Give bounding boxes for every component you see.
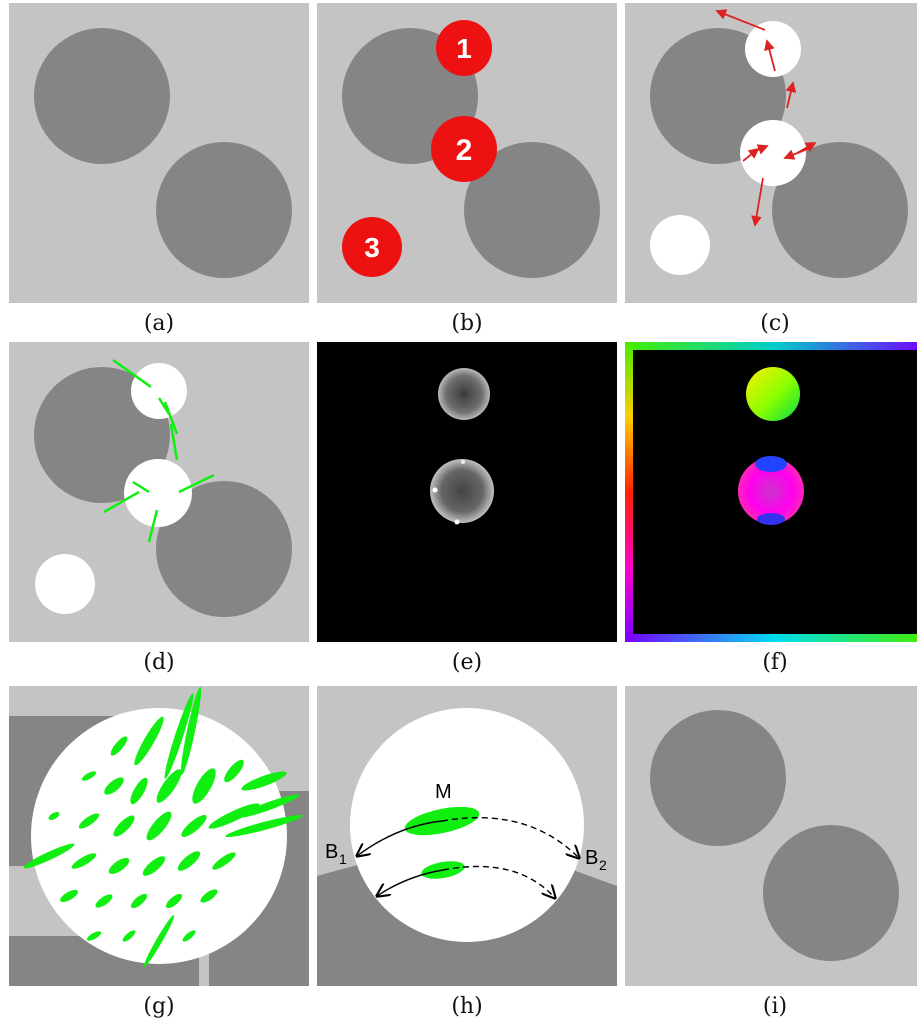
label-m: M	[435, 781, 452, 803]
gray-disc-2	[430, 459, 494, 523]
white-disc-2	[124, 459, 192, 527]
marker-3	[342, 217, 402, 277]
panel-c	[625, 3, 917, 303]
marker-1	[436, 20, 492, 76]
panel-g-image	[9, 686, 309, 986]
caption-c: (c)	[760, 311, 790, 336]
panel-g	[9, 686, 309, 986]
white-disc-zoom	[31, 708, 287, 964]
red-arrows	[715, 9, 817, 227]
caption-a: (a)	[143, 311, 175, 336]
dark-disc-2	[772, 142, 908, 278]
caption-g: (g)	[143, 994, 175, 1019]
dark-disc-2	[464, 142, 600, 278]
panel-f	[625, 342, 917, 642]
color-disc-2	[738, 458, 804, 524]
color-border-bottom	[625, 634, 917, 642]
bright-spot	[432, 487, 438, 493]
panel-c-image	[625, 3, 917, 303]
caption-i: (i)	[762, 994, 788, 1019]
panel-a-image	[9, 3, 309, 303]
marker-2-label: 2	[456, 134, 473, 167]
label-b2: B	[585, 847, 598, 869]
white-disc-2	[740, 120, 806, 186]
label-b1: B	[325, 841, 338, 863]
panel-e-image	[317, 342, 617, 642]
white-disc-1	[745, 21, 801, 77]
caption-d: (d)	[143, 650, 175, 675]
panel-b-image: 1 2 3	[317, 3, 617, 303]
caption-f: (f)	[762, 650, 788, 675]
dark-disc-2	[156, 481, 292, 617]
dark-disc-2	[156, 142, 292, 278]
panel-h: M B 1 B 2	[317, 686, 617, 986]
green-tensor-lines	[103, 358, 215, 543]
dark-disc-2	[763, 825, 899, 961]
panel-d	[9, 342, 309, 642]
marker-1-label: 1	[456, 33, 472, 64]
blue-patch	[757, 513, 785, 525]
gray-disc-1	[438, 368, 490, 420]
label-b2-sub: 2	[599, 857, 607, 873]
label-b1-sub: 1	[339, 851, 347, 867]
dark-disc-1	[34, 28, 170, 164]
panel-i-image	[625, 686, 917, 986]
panel-b: 1 2 3	[317, 3, 617, 303]
white-disc-3	[35, 554, 95, 614]
panel-e	[317, 342, 617, 642]
bright-spot	[454, 519, 460, 525]
marker-2	[431, 116, 497, 182]
color-disc-1	[746, 367, 800, 421]
caption-e: (e)	[451, 650, 483, 675]
caption-h: (h)	[451, 994, 483, 1019]
panel-d-image	[9, 342, 309, 642]
color-border-left	[625, 342, 633, 642]
dark-disc-1	[650, 710, 786, 846]
panel-f-image	[625, 342, 917, 642]
panel-a	[9, 3, 309, 303]
panel-i	[625, 686, 917, 986]
white-disc-1	[131, 363, 187, 419]
marker-3-label: 3	[364, 232, 380, 263]
green-ellipses	[23, 686, 303, 968]
color-border-top	[625, 342, 917, 350]
trajectory-arrows	[357, 816, 579, 898]
blue-patch	[755, 456, 787, 472]
caption-b: (b)	[451, 311, 483, 336]
bright-spot	[461, 460, 465, 464]
white-disc-3	[650, 215, 710, 275]
panel-h-image: M B 1 B 2	[317, 686, 617, 986]
